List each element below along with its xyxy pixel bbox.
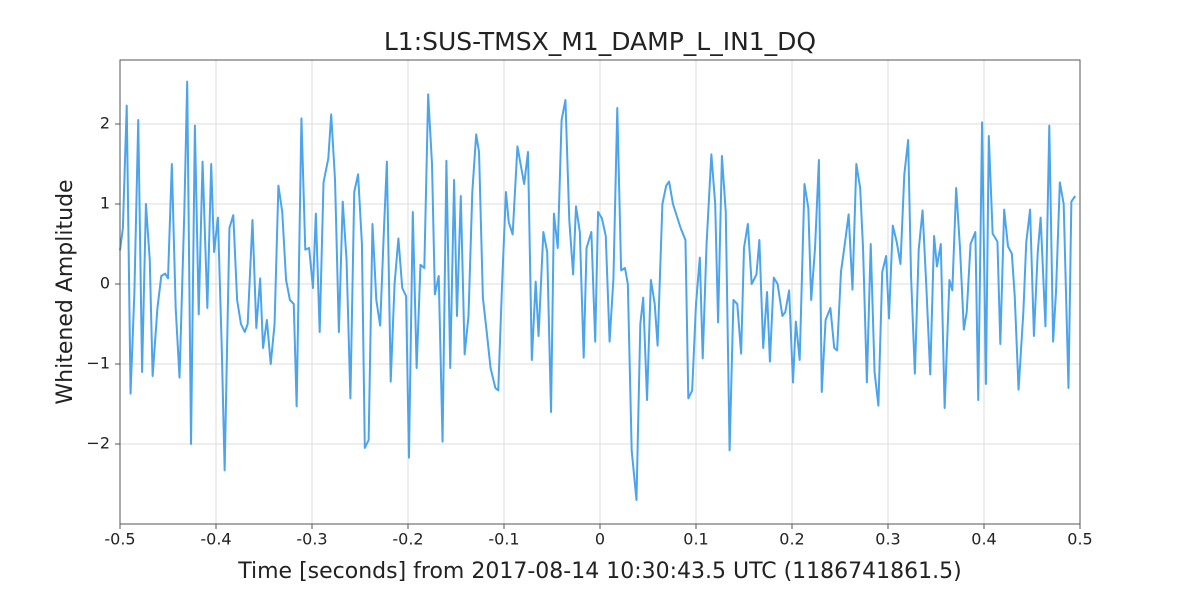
x-tick-label: -0.4 <box>200 530 231 549</box>
chart-title: L1:SUS-TMSX_M1_DAMP_L_IN1_DQ <box>384 27 816 56</box>
x-tick-label: -0.3 <box>296 530 327 549</box>
data-line <box>119 80 1077 501</box>
plot-area <box>119 80 1077 501</box>
y-tick-label: 0 <box>100 274 110 293</box>
y-axis-label: Whitened Amplitude <box>53 179 78 404</box>
ticks: -0.5 -0.4 -0.3 -0.2 -0.1 0 0.1 0.2 0.3 0.4 0.5 −2 −1… <box>86 114 1092 549</box>
x-tick-label: 0.1 <box>683 530 708 549</box>
y-tick-label: 2 <box>100 114 110 133</box>
x-tick-label: 0.5 <box>1067 530 1092 549</box>
x-tick-label: -0.1 <box>488 530 519 549</box>
y-tick-label: −2 <box>86 434 110 453</box>
x-tick-label: -0.5 <box>104 530 135 549</box>
y-tick-label: 1 <box>100 194 110 213</box>
x-tick-label: 0.3 <box>875 530 900 549</box>
x-tick-label: 0.2 <box>779 530 804 549</box>
x-axis-label: Time [seconds] from 2017-08-14 10:30:43.… <box>237 559 961 584</box>
x-tick-label: 0.4 <box>971 530 996 549</box>
x-tick-label: -0.2 <box>392 530 423 549</box>
y-tick-label: −1 <box>86 354 110 373</box>
x-tick-label: 0 <box>595 530 605 549</box>
